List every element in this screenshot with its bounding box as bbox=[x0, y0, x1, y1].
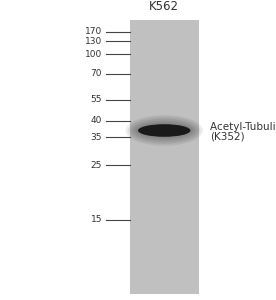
Ellipse shape bbox=[128, 117, 200, 144]
Text: 35: 35 bbox=[91, 133, 102, 142]
Ellipse shape bbox=[136, 122, 193, 139]
Text: 70: 70 bbox=[91, 69, 102, 78]
Text: 15: 15 bbox=[91, 215, 102, 224]
Text: Acetyl-Tubulin α: Acetyl-Tubulin α bbox=[210, 122, 276, 132]
Ellipse shape bbox=[126, 115, 203, 146]
Text: 170: 170 bbox=[85, 27, 102, 36]
Ellipse shape bbox=[133, 121, 195, 140]
Ellipse shape bbox=[138, 124, 190, 137]
Text: 130: 130 bbox=[85, 37, 102, 46]
Text: 100: 100 bbox=[85, 50, 102, 58]
Text: 25: 25 bbox=[91, 160, 102, 169]
Text: 55: 55 bbox=[91, 95, 102, 104]
FancyBboxPatch shape bbox=[130, 20, 199, 294]
Text: 40: 40 bbox=[91, 116, 102, 125]
Text: (K352): (K352) bbox=[210, 131, 244, 142]
Ellipse shape bbox=[131, 119, 198, 142]
Text: K562: K562 bbox=[149, 1, 179, 13]
